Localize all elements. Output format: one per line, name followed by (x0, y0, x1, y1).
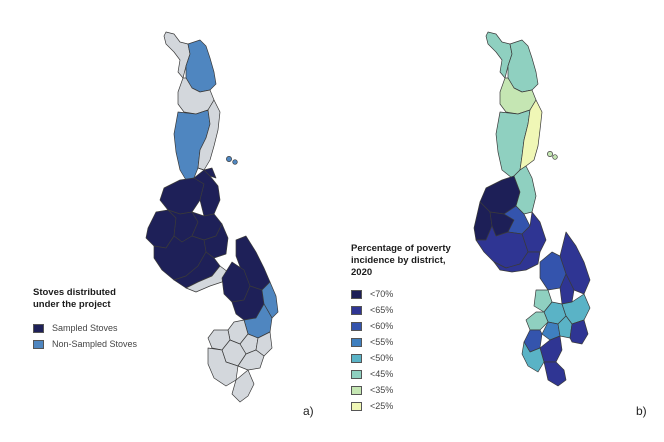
district-a-chizumulu-island (232, 159, 238, 165)
legend-b-swatch (351, 321, 362, 331)
district-b-chizumulu-island (552, 154, 558, 160)
legend-b-items: <70% <65% <60% <55% <50% <45% <35% <25% (351, 287, 451, 413)
district-a-nkhotakota-north (197, 167, 217, 179)
panel-label-a: a) (303, 404, 314, 418)
legend-b-swatch (351, 385, 362, 395)
legend-b-item: <45% (351, 367, 451, 381)
legend-b-item: <55% (351, 335, 451, 349)
legend-b-title: Percentage of poverty incidence by distr… (351, 243, 451, 278)
district-b-lilongwe (475, 225, 529, 269)
legend-b-item: <60% (351, 319, 451, 333)
legend-a-item-non-sampled: Non-Sampled Stoves (33, 337, 137, 351)
legend-b-label: <45% (370, 369, 394, 379)
district-b-mulanje (569, 319, 589, 345)
legend-b-item: <50% (351, 351, 451, 365)
legend-a: Stoves distributed under the project Sam… (33, 287, 137, 351)
district-b-mzuzu (519, 99, 543, 171)
legend-a-title: Stoves distributed under the project (33, 287, 116, 310)
legend-b-item: <70% (351, 287, 451, 301)
legend-b-item: <25% (351, 399, 451, 413)
legend-b-label: <35% (370, 385, 394, 395)
legend-b-label: <25% (370, 401, 394, 411)
district-b-machinga (559, 273, 575, 305)
legend-b-swatch (351, 369, 362, 379)
legend-b-swatch (351, 401, 362, 411)
district-b-likoma-island (547, 151, 553, 157)
district-a-nsanje (231, 369, 255, 403)
legend-a-swatch-non-sampled (33, 339, 44, 349)
legend-b-label: <55% (370, 337, 394, 347)
legend-a-swatch-sampled (33, 323, 44, 333)
legend-b-swatch (351, 353, 362, 363)
legend-b-item: <35% (351, 383, 451, 397)
district-b-karonga (507, 39, 539, 93)
legend-b-swatch (351, 337, 362, 347)
district-a-phalombe (255, 331, 273, 357)
legend-b-label: <60% (370, 321, 394, 331)
panel-label-b: b) (636, 404, 647, 418)
legend-b: Percentage of poverty incidence by distr… (351, 243, 451, 413)
legend-b-swatch (351, 305, 362, 315)
district-a-kasungu (159, 177, 205, 215)
district-a-nkhata-bay (197, 99, 221, 171)
legend-b-label: <50% (370, 353, 394, 363)
map-a (145, 31, 279, 403)
legend-b-label: <65% (370, 305, 394, 315)
district-b-dedza (493, 251, 541, 273)
legend-b-label: <70% (370, 289, 394, 299)
legend-b-item: <65% (351, 303, 451, 317)
legend-b-swatch (351, 289, 362, 299)
district-b-nkhotakota (513, 165, 537, 215)
district-b-nsanje (543, 361, 567, 387)
legend-a-item-sampled: Sampled Stoves (33, 321, 137, 335)
district-b-chikwawa-south (521, 341, 545, 373)
district-a-likoma-island (226, 156, 232, 162)
district-a-karonga (185, 39, 217, 93)
district-b-blantyre (525, 311, 549, 331)
map-b (473, 31, 591, 387)
district-b-chikwawa (539, 335, 563, 363)
